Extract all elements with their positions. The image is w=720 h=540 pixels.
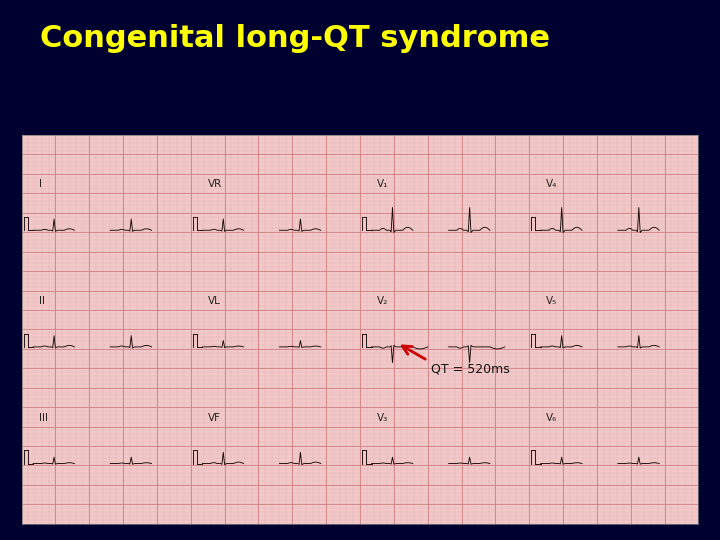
Text: V₆: V₆ bbox=[546, 413, 557, 423]
Text: VR: VR bbox=[208, 179, 222, 190]
Text: V₃: V₃ bbox=[377, 413, 388, 423]
Text: V₅: V₅ bbox=[546, 296, 557, 306]
Text: VL: VL bbox=[208, 296, 220, 306]
Text: V₄: V₄ bbox=[546, 179, 557, 190]
Text: II: II bbox=[39, 296, 45, 306]
Text: I: I bbox=[39, 179, 42, 190]
Text: Congenital long-QT syndrome: Congenital long-QT syndrome bbox=[40, 24, 549, 53]
Text: QT = 520ms: QT = 520ms bbox=[431, 362, 510, 375]
Text: V₂: V₂ bbox=[377, 296, 388, 306]
Text: V₁: V₁ bbox=[377, 179, 388, 190]
Text: III: III bbox=[39, 413, 48, 423]
Text: VF: VF bbox=[208, 413, 221, 423]
